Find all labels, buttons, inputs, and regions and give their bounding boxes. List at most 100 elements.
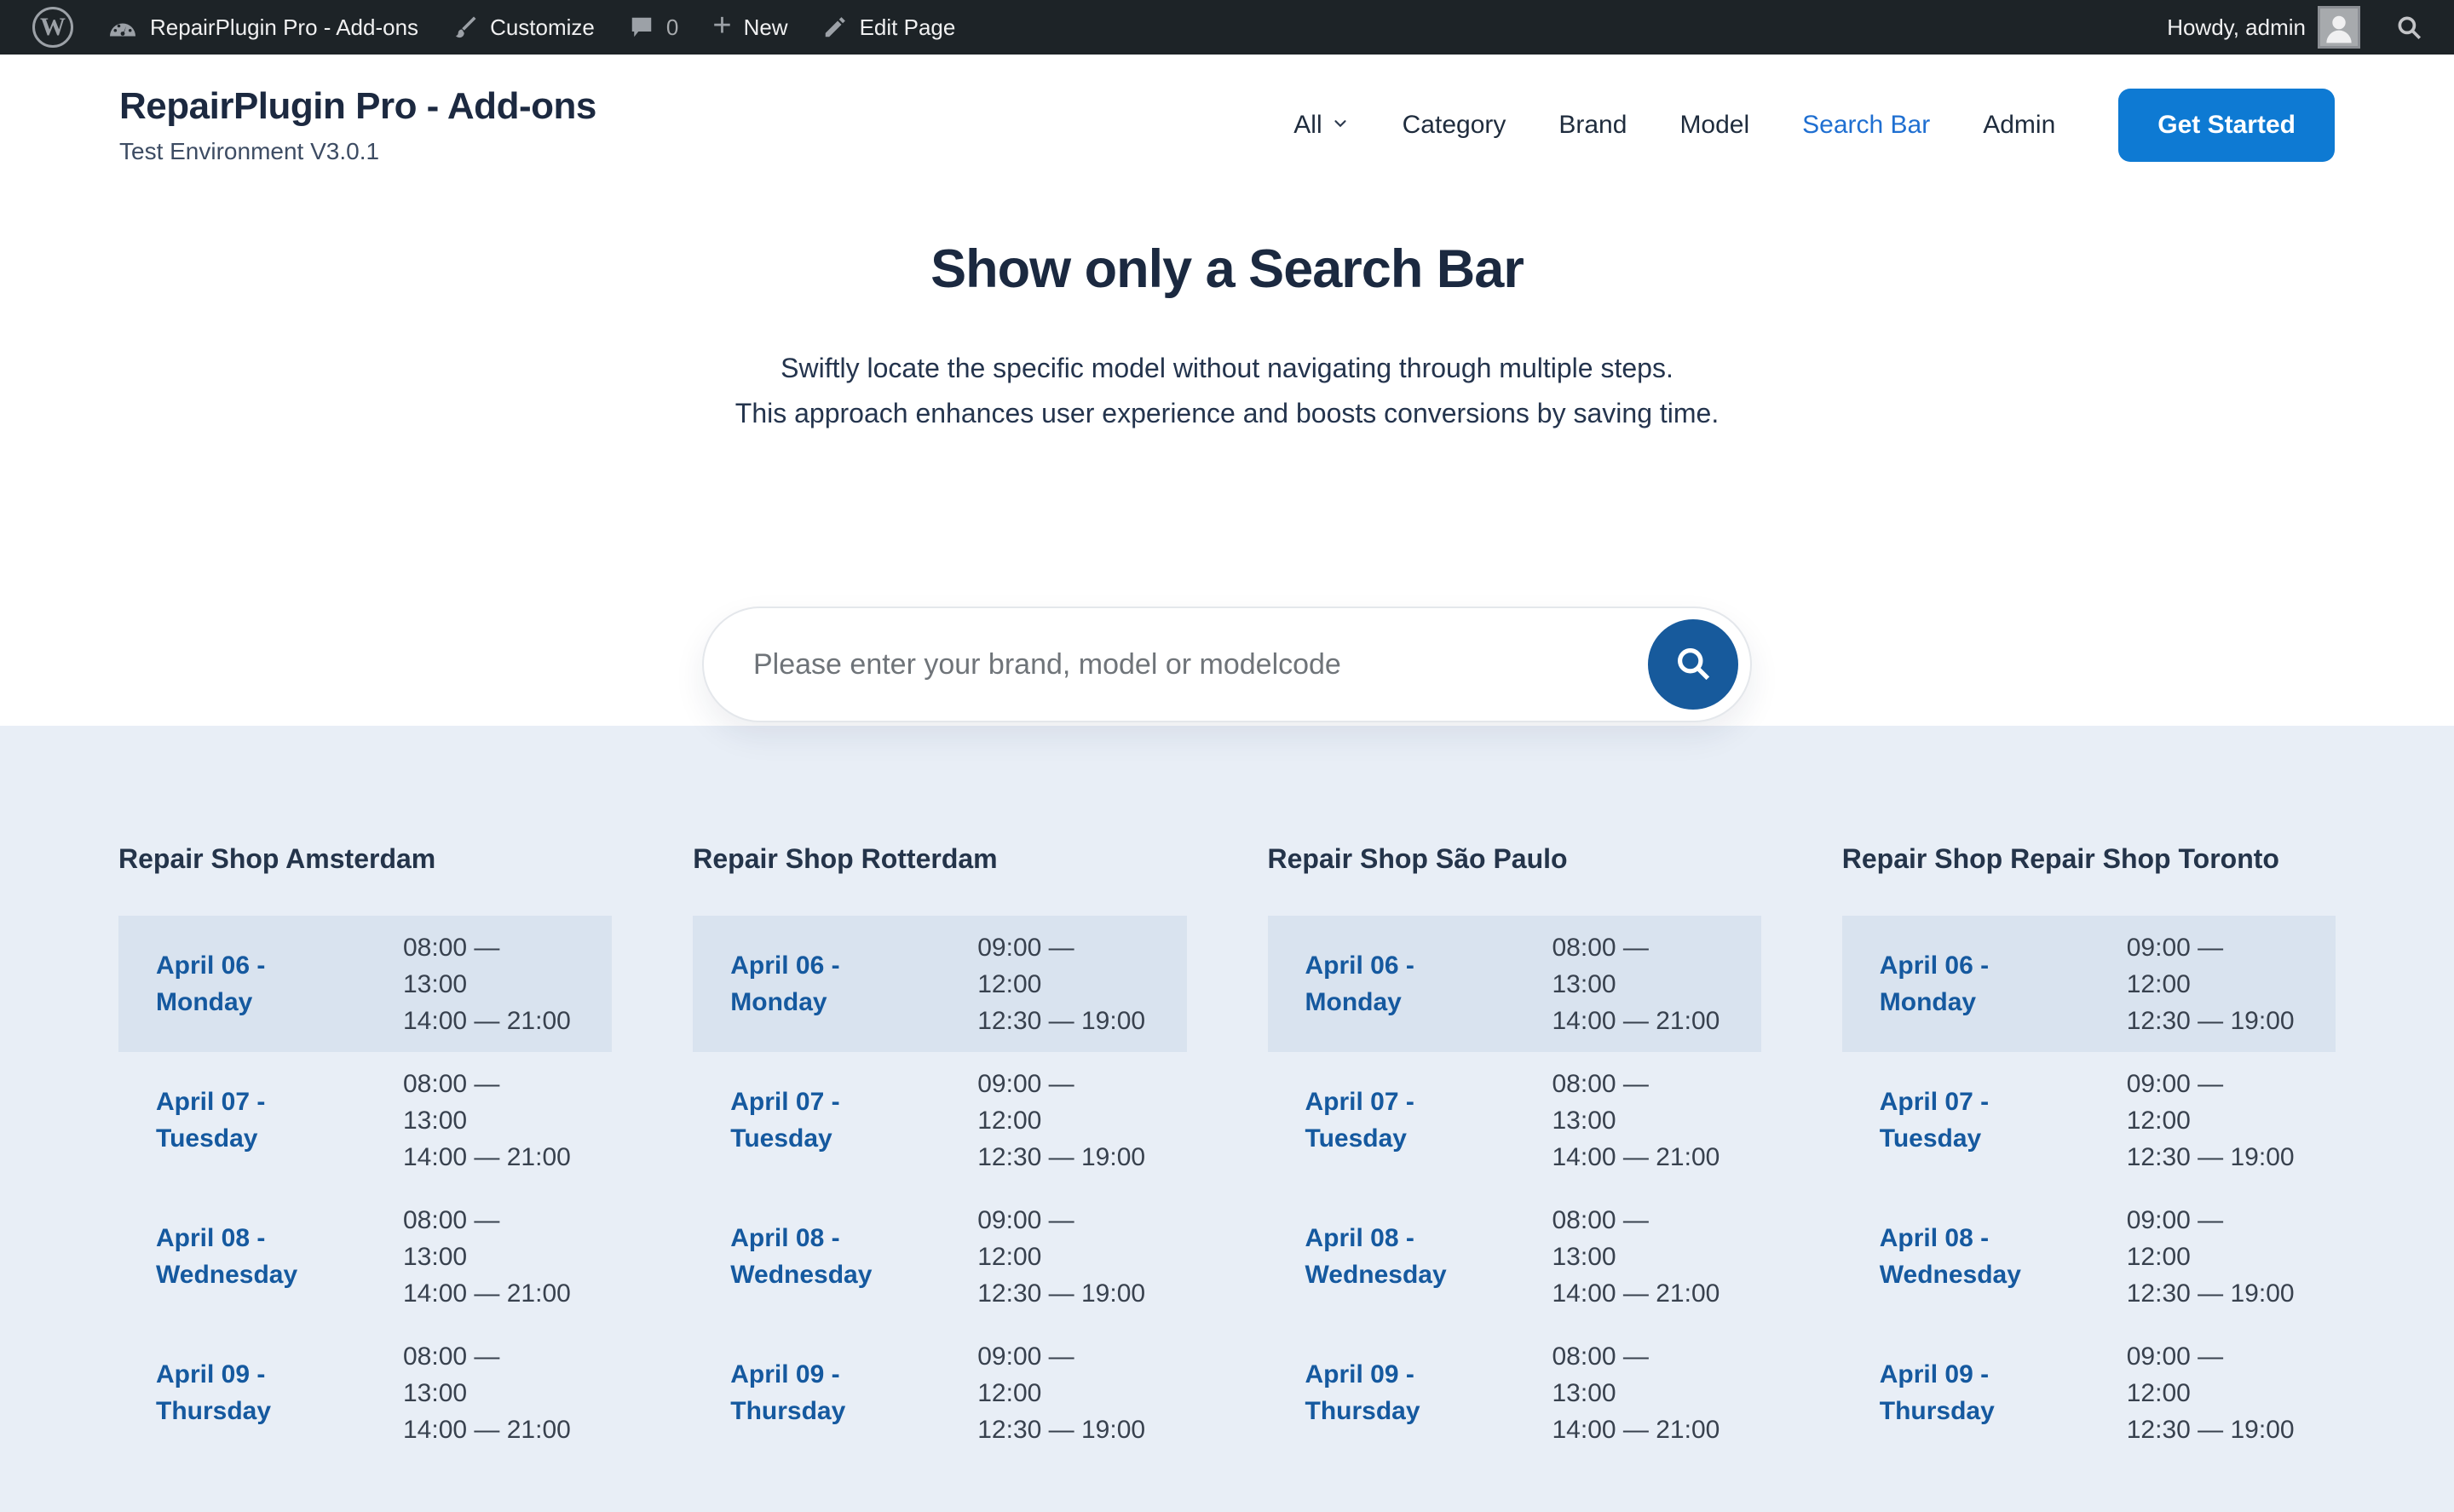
schedule-date-link[interactable]: April 09 - Thursday	[156, 1360, 272, 1425]
schedule-hours: 08:00 — 13:00 14:00 — 21:00	[1552, 1205, 1720, 1308]
avatar	[2318, 6, 2360, 49]
schedule-date-link[interactable]: April 07 - Tuesday	[156, 1088, 266, 1153]
schedule-row: April 08 - Wednesday 08:00 — 13:00 14:00…	[118, 1188, 612, 1325]
schedule-hours: 09:00 — 12:00 12:30 — 19:00	[2126, 933, 2295, 1035]
schedule-date-link[interactable]: April 09 - Thursday	[1879, 1360, 1995, 1425]
main-navigation: All Category Brand Model Search Bar Admi…	[1293, 89, 2335, 162]
schedule-date-link[interactable]: April 08 - Wednesday	[1879, 1224, 2021, 1289]
nav-item-category[interactable]: Category	[1402, 111, 1506, 139]
schedule-date-link[interactable]: April 07 - Tuesday	[1879, 1088, 1990, 1153]
new-plus-icon: +	[712, 8, 732, 43]
site-title[interactable]: RepairPlugin Pro - Add-ons	[119, 85, 596, 127]
adminbar-edit-page[interactable]: Edit Page	[805, 0, 973, 55]
schedule-date-link[interactable]: April 09 - Thursday	[730, 1360, 846, 1425]
adminbar-search-button[interactable]	[2377, 0, 2440, 55]
comments-icon	[629, 14, 654, 40]
shops-grid: Repair Shop Amsterdam April 06 - Monday …	[118, 843, 2336, 1461]
shop-name: Repair Shop Repair Shop Toronto	[1841, 843, 2279, 874]
adminbar-howdy-label: Howdy, admin	[2167, 14, 2306, 40]
edit-pencil-icon	[822, 14, 848, 40]
model-search-bar	[702, 607, 1752, 722]
schedule-hours: 09:00 — 12:00 12:30 — 19:00	[977, 1069, 1146, 1171]
adminbar-site-name: RepairPlugin Pro - Add-ons	[150, 14, 419, 40]
hero-description: Swiftly locate the specific model withou…	[0, 346, 2454, 436]
shop-column-sao-paulo: Repair Shop São Paulo April 06 - Monday …	[1267, 843, 1761, 1461]
schedule-row: April 07 - Tuesday 09:00 — 12:00 12:30 —…	[693, 1052, 1186, 1188]
adminbar-comments[interactable]: 0	[612, 0, 695, 55]
schedule-row: April 06 - Monday 08:00 — 13:00 14:00 — …	[1267, 916, 1761, 1052]
schedule-date-link[interactable]: April 06 - Monday	[730, 951, 840, 1016]
schedule-date-link[interactable]: April 06 - Monday	[1305, 951, 1414, 1016]
repair-shops-section: Repair Shop Amsterdam April 06 - Monday …	[0, 726, 2454, 1512]
site-icon	[107, 12, 138, 43]
schedule-hours: 09:00 — 12:00 12:30 — 19:00	[977, 1205, 1146, 1308]
schedule-row: April 09 - Thursday 09:00 — 12:00 12:30 …	[1842, 1325, 2336, 1461]
adminbar-wp-logo-menu[interactable]: W	[15, 0, 90, 55]
nav-item-search-bar[interactable]: Search Bar	[1802, 111, 1931, 139]
shop-name: Repair Shop Amsterdam	[118, 843, 436, 874]
schedule-row: April 06 - Monday 09:00 — 12:00 12:30 — …	[1841, 916, 2336, 1052]
search-submit-button[interactable]	[1648, 619, 1738, 710]
get-started-button[interactable]: Get Started	[2118, 89, 2335, 162]
customize-brush-icon	[452, 14, 478, 40]
schedule-hours: 09:00 — 12:00 12:30 — 19:00	[977, 1342, 1146, 1444]
adminbar-site-menu[interactable]: RepairPlugin Pro - Add-ons	[90, 0, 435, 55]
chevron-down-icon	[1331, 111, 1350, 140]
shop-column-amsterdam: Repair Shop Amsterdam April 06 - Monday …	[118, 843, 613, 1461]
nav-item-model[interactable]: Model	[1679, 111, 1750, 139]
search-input[interactable]	[704, 608, 1750, 721]
hero-description-line1: Swiftly locate the specific model withou…	[781, 353, 1673, 383]
schedule-row: April 07 - Tuesday 08:00 — 13:00 14:00 —…	[118, 1052, 612, 1188]
schedule-hours: 08:00 — 13:00 14:00 — 21:00	[403, 1069, 571, 1171]
adminbar-edit-label: Edit Page	[859, 14, 956, 40]
schedule-row: April 06 - Monday 08:00 — 13:00 14:00 — …	[118, 916, 613, 1052]
nav-item-brand[interactable]: Brand	[1558, 111, 1627, 139]
hero-description-line2: This approach enhances user experience a…	[734, 398, 1720, 428]
schedule-hours: 09:00 — 12:00 12:30 — 19:00	[2126, 1069, 2295, 1171]
nav-item-all-label: All	[1293, 111, 1322, 139]
schedule-day: Monday	[156, 988, 253, 1016]
schedule-date-link[interactable]: April 09 - Thursday	[1305, 1360, 1420, 1425]
shop-name: Repair Shop São Paulo	[1267, 843, 1568, 874]
schedule-date-link[interactable]: April 08 - Wednesday	[730, 1224, 873, 1289]
schedule-date-link[interactable]: April 06 - Monday	[1879, 951, 1990, 1016]
adminbar-new-label: New	[743, 14, 788, 40]
schedule-date-link[interactable]: April 07 - Tuesday	[730, 1088, 840, 1153]
schedule-hours: 08:00 — 13:00 14:00 — 21:00	[1552, 933, 1720, 1035]
shop-name: Repair Shop Rotterdam	[693, 843, 998, 874]
schedule-row: April 08 - Wednesday 09:00 — 12:00 12:30…	[693, 1188, 1186, 1325]
nav-item-admin[interactable]: Admin	[1983, 111, 2056, 139]
schedule-hours: 09:00 — 12:00 12:30 — 19:00	[2126, 1205, 2295, 1308]
schedule-date-link[interactable]: April 08 - Wednesday	[156, 1224, 298, 1289]
schedule-hours: 09:00 — 12:00 12:30 — 19:00	[977, 933, 1146, 1035]
schedule-date-link[interactable]: April 08 - Wednesday	[1305, 1224, 1447, 1289]
schedule-row: April 09 - Thursday 08:00 — 13:00 14:00 …	[118, 1325, 612, 1461]
search-icon	[1671, 641, 1715, 688]
schedule-hours: 08:00 — 13:00 14:00 — 21:00	[403, 1205, 571, 1308]
schedule-hours: 08:00 — 13:00 14:00 — 21:00	[1552, 1342, 1720, 1444]
wp-admin-bar: W RepairPlugin Pro - Add-ons Customize 0…	[0, 0, 2454, 55]
adminbar-customize[interactable]: Customize	[435, 0, 612, 55]
adminbar-account-menu[interactable]: Howdy, admin	[2150, 0, 2377, 55]
schedule-hours: 08:00 — 13:00 14:00 — 21:00	[1552, 1069, 1720, 1171]
adminbar-comments-count: 0	[665, 14, 679, 40]
schedule-row: April 07 - Tuesday 09:00 — 12:00 12:30 —…	[1842, 1052, 2336, 1188]
schedule-hours: 08:00 — 13:00 14:00 — 21:00	[403, 933, 571, 1035]
schedule-row: April 08 - Wednesday 09:00 — 12:00 12:30…	[1842, 1188, 2336, 1325]
adminbar-new[interactable]: + New	[695, 0, 804, 55]
schedule-date-link[interactable]: April 07 - Tuesday	[1305, 1088, 1414, 1153]
site-branding: RepairPlugin Pro - Add-ons Test Environm…	[119, 85, 596, 165]
schedule-date-link[interactable]: April 06 - Monday	[156, 947, 403, 1020]
schedule-row: April 09 - Thursday 08:00 — 13:00 14:00 …	[1268, 1325, 1761, 1461]
site-header: RepairPlugin Pro - Add-ons Test Environm…	[0, 55, 2454, 165]
schedule-row: April 09 - Thursday 09:00 — 12:00 12:30 …	[693, 1325, 1186, 1461]
schedule-date: April 06 -	[156, 951, 266, 980]
site-tagline: Test Environment V3.0.1	[119, 138, 380, 164]
nav-item-all[interactable]: All	[1293, 111, 1349, 140]
shop-column-toronto: Repair Shop Repair Shop Toronto April 06…	[1841, 843, 2336, 1461]
schedule-row: April 07 - Tuesday 08:00 — 13:00 14:00 —…	[1268, 1052, 1761, 1188]
schedule-row: April 06 - Monday 09:00 — 12:00 12:30 — …	[693, 916, 1187, 1052]
wordpress-icon: W	[32, 7, 73, 48]
page-title: Show only a Search Bar	[930, 239, 1524, 299]
schedule-hours: 09:00 — 12:00 12:30 — 19:00	[2126, 1342, 2295, 1444]
